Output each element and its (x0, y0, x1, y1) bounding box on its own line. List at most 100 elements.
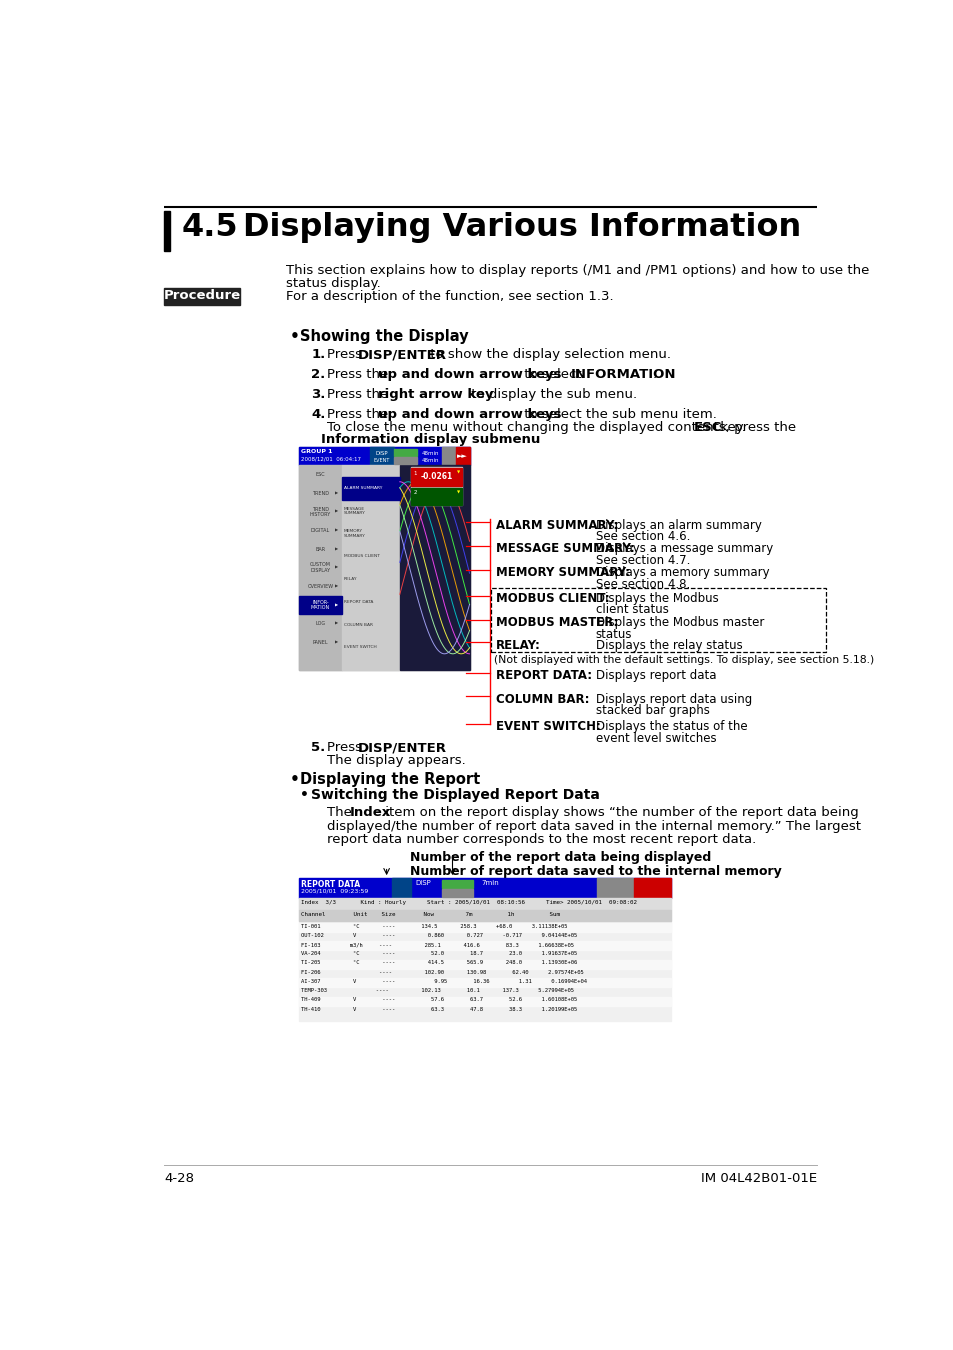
Text: AI-307          V        ----            9.95        16.36         1.31      0.1: AI-307 V ---- 9.95 16.36 1.31 0.1 (301, 979, 587, 984)
Text: BAR: BAR (315, 547, 325, 552)
Text: MESSAGE
SUMMARY: MESSAGE SUMMARY (344, 506, 365, 516)
Text: 2.: 2. (311, 369, 325, 381)
Text: to select: to select (519, 369, 585, 381)
Bar (370, 447, 394, 466)
Text: •: • (290, 772, 299, 787)
Text: Displays an alarm summary: Displays an alarm summary (596, 518, 760, 532)
Text: right arrow key: right arrow key (377, 389, 493, 401)
Text: FI-206                  ----          102.90       130.98        62.40      2.97: FI-206 ---- 102.90 130.98 62.40 2.97 (301, 969, 583, 975)
Bar (298, 898, 670, 910)
Bar (442, 880, 473, 888)
Text: LOG: LOG (315, 621, 325, 626)
Text: Displaying Various Information: Displaying Various Information (243, 212, 801, 243)
Text: to select the sub menu item.: to select the sub menu item. (519, 409, 716, 421)
Text: ►►: ►► (456, 454, 468, 459)
Text: key.: key. (715, 421, 745, 433)
Text: 48min: 48min (421, 451, 438, 456)
Text: OUT-102         V        ----          0.860       0.727      -0.717      9.0414: OUT-102 V ---- 0.860 0.727 -0.717 9.0414 (301, 933, 577, 938)
Bar (298, 466, 341, 670)
Text: DISP: DISP (375, 451, 388, 456)
Text: IM 04L42B01-01E: IM 04L42B01-01E (700, 1172, 816, 1185)
Text: See section 4.8.: See section 4.8. (596, 578, 689, 591)
Text: INFOR-
MATION: INFOR- MATION (311, 599, 330, 610)
Text: Displays the Modbus: Displays the Modbus (596, 591, 718, 605)
Text: displayed/the number of report data saved in the internal memory.” The largest: displayed/the number of report data save… (327, 819, 860, 833)
Text: •: • (299, 788, 309, 802)
Bar (399, 466, 469, 670)
Text: 5.: 5. (311, 741, 325, 755)
Bar (298, 941, 670, 950)
Bar (394, 456, 416, 464)
Text: ▼: ▼ (456, 490, 459, 494)
Bar (392, 878, 410, 898)
Text: ▶: ▶ (335, 585, 338, 589)
Text: 4.5: 4.5 (181, 212, 237, 243)
Text: Press: Press (327, 741, 366, 755)
Bar (442, 888, 473, 896)
Text: Index: Index (349, 806, 391, 818)
Text: 7min: 7min (480, 880, 498, 887)
Text: ESC: ESC (315, 472, 325, 477)
Bar (633, 878, 670, 898)
Text: The display appears.: The display appears. (327, 755, 465, 767)
Text: MEMORY SUMMARY:: MEMORY SUMMARY: (496, 566, 629, 579)
Text: up and down arrow keys: up and down arrow keys (377, 369, 560, 381)
Bar (298, 923, 670, 932)
Text: 2005/10/01  09:23:59: 2005/10/01 09:23:59 (301, 888, 369, 894)
Bar (298, 878, 670, 1021)
Text: Press the: Press the (327, 389, 392, 401)
Text: MESSAGE SUMMARY:: MESSAGE SUMMARY: (496, 543, 634, 555)
Text: ▶: ▶ (335, 640, 338, 644)
Text: TREND
HISTORY: TREND HISTORY (310, 506, 331, 517)
Text: up and down arrow keys: up and down arrow keys (377, 409, 560, 421)
Text: ALARM SUMMARY: ALARM SUMMARY (344, 486, 382, 490)
Text: Showing the Display: Showing the Display (299, 329, 468, 344)
Bar (491, 587, 825, 652)
Text: Displays report data: Displays report data (596, 670, 716, 683)
Text: 3.: 3. (311, 389, 326, 401)
Text: MODBUS CLIENT: MODBUS CLIENT (344, 555, 379, 559)
Text: EVENT: EVENT (374, 458, 390, 463)
Text: OVERVIEW: OVERVIEW (307, 585, 334, 589)
Bar (298, 595, 341, 614)
Text: 2: 2 (414, 490, 416, 495)
Bar (341, 477, 399, 500)
Text: status display.: status display. (286, 277, 380, 290)
Bar (341, 466, 399, 670)
Text: Number of the report data being displayed: Number of the report data being displaye… (410, 850, 710, 864)
Text: REPORT DATA:: REPORT DATA: (496, 670, 592, 683)
Text: CUSTOM
DISPLAY: CUSTOM DISPLAY (310, 563, 331, 574)
Text: ESC: ESC (693, 421, 721, 433)
Text: .: . (652, 369, 657, 381)
Text: to show the display selection menu.: to show the display selection menu. (426, 348, 671, 362)
Text: stacked bar graphs: stacked bar graphs (596, 705, 709, 717)
Text: MEMORY
SUMMARY: MEMORY SUMMARY (344, 529, 365, 537)
Text: ▼: ▼ (456, 471, 459, 475)
Text: 4-28: 4-28 (164, 1172, 194, 1185)
Text: TI-205          °C       ----          414.5       565.9       248.0      1.1393: TI-205 °C ---- 414.5 565.9 248.0 1.1393 (301, 960, 577, 965)
Text: 48min: 48min (421, 458, 438, 463)
Text: Press the: Press the (327, 409, 392, 421)
Text: TH-410          V        ----           63.3        47.8        38.3      1.2019: TH-410 V ---- 63.3 47.8 38.3 1.2019 (301, 1007, 577, 1011)
Text: ▶: ▶ (335, 529, 338, 532)
Text: REPORT DATA: REPORT DATA (301, 880, 360, 890)
Text: TI-001          °C       ----        134.5       258.3      +68.0      3.11138E+: TI-001 °C ---- 134.5 258.3 +68.0 3.11138… (301, 923, 567, 929)
Text: Displaying the Report: Displaying the Report (299, 772, 479, 787)
Text: 1: 1 (414, 471, 416, 475)
Text: COLUMN BAR:: COLUMN BAR: (496, 693, 589, 706)
Text: RELAY: RELAY (344, 578, 357, 580)
Text: status: status (596, 628, 632, 641)
Text: ▶: ▶ (335, 603, 338, 608)
Bar (298, 447, 469, 670)
Text: EVENT SWITCH: EVENT SWITCH (344, 645, 376, 649)
Text: DIGITAL: DIGITAL (311, 528, 330, 533)
Text: EVENT SWITCH:: EVENT SWITCH: (496, 721, 600, 733)
Text: -0.0261: -0.0261 (420, 472, 453, 482)
Text: report data number corresponds to the most recent report data.: report data number corresponds to the mo… (327, 833, 756, 846)
Text: Displays a message summary: Displays a message summary (596, 543, 772, 555)
Text: event level switches: event level switches (596, 732, 716, 745)
Text: 4.: 4. (311, 409, 326, 421)
Text: Index  3/3       Kind : Hourly      Start : 2005/10/01  08:10:56      Time> 2005: Index 3/3 Kind : Hourly Start : 2005/10/… (301, 899, 637, 904)
Text: 2008/12/01  06:04:17: 2008/12/01 06:04:17 (301, 456, 361, 462)
Text: item on the report display shows “the number of the report data being: item on the report display shows “the nu… (381, 806, 859, 818)
